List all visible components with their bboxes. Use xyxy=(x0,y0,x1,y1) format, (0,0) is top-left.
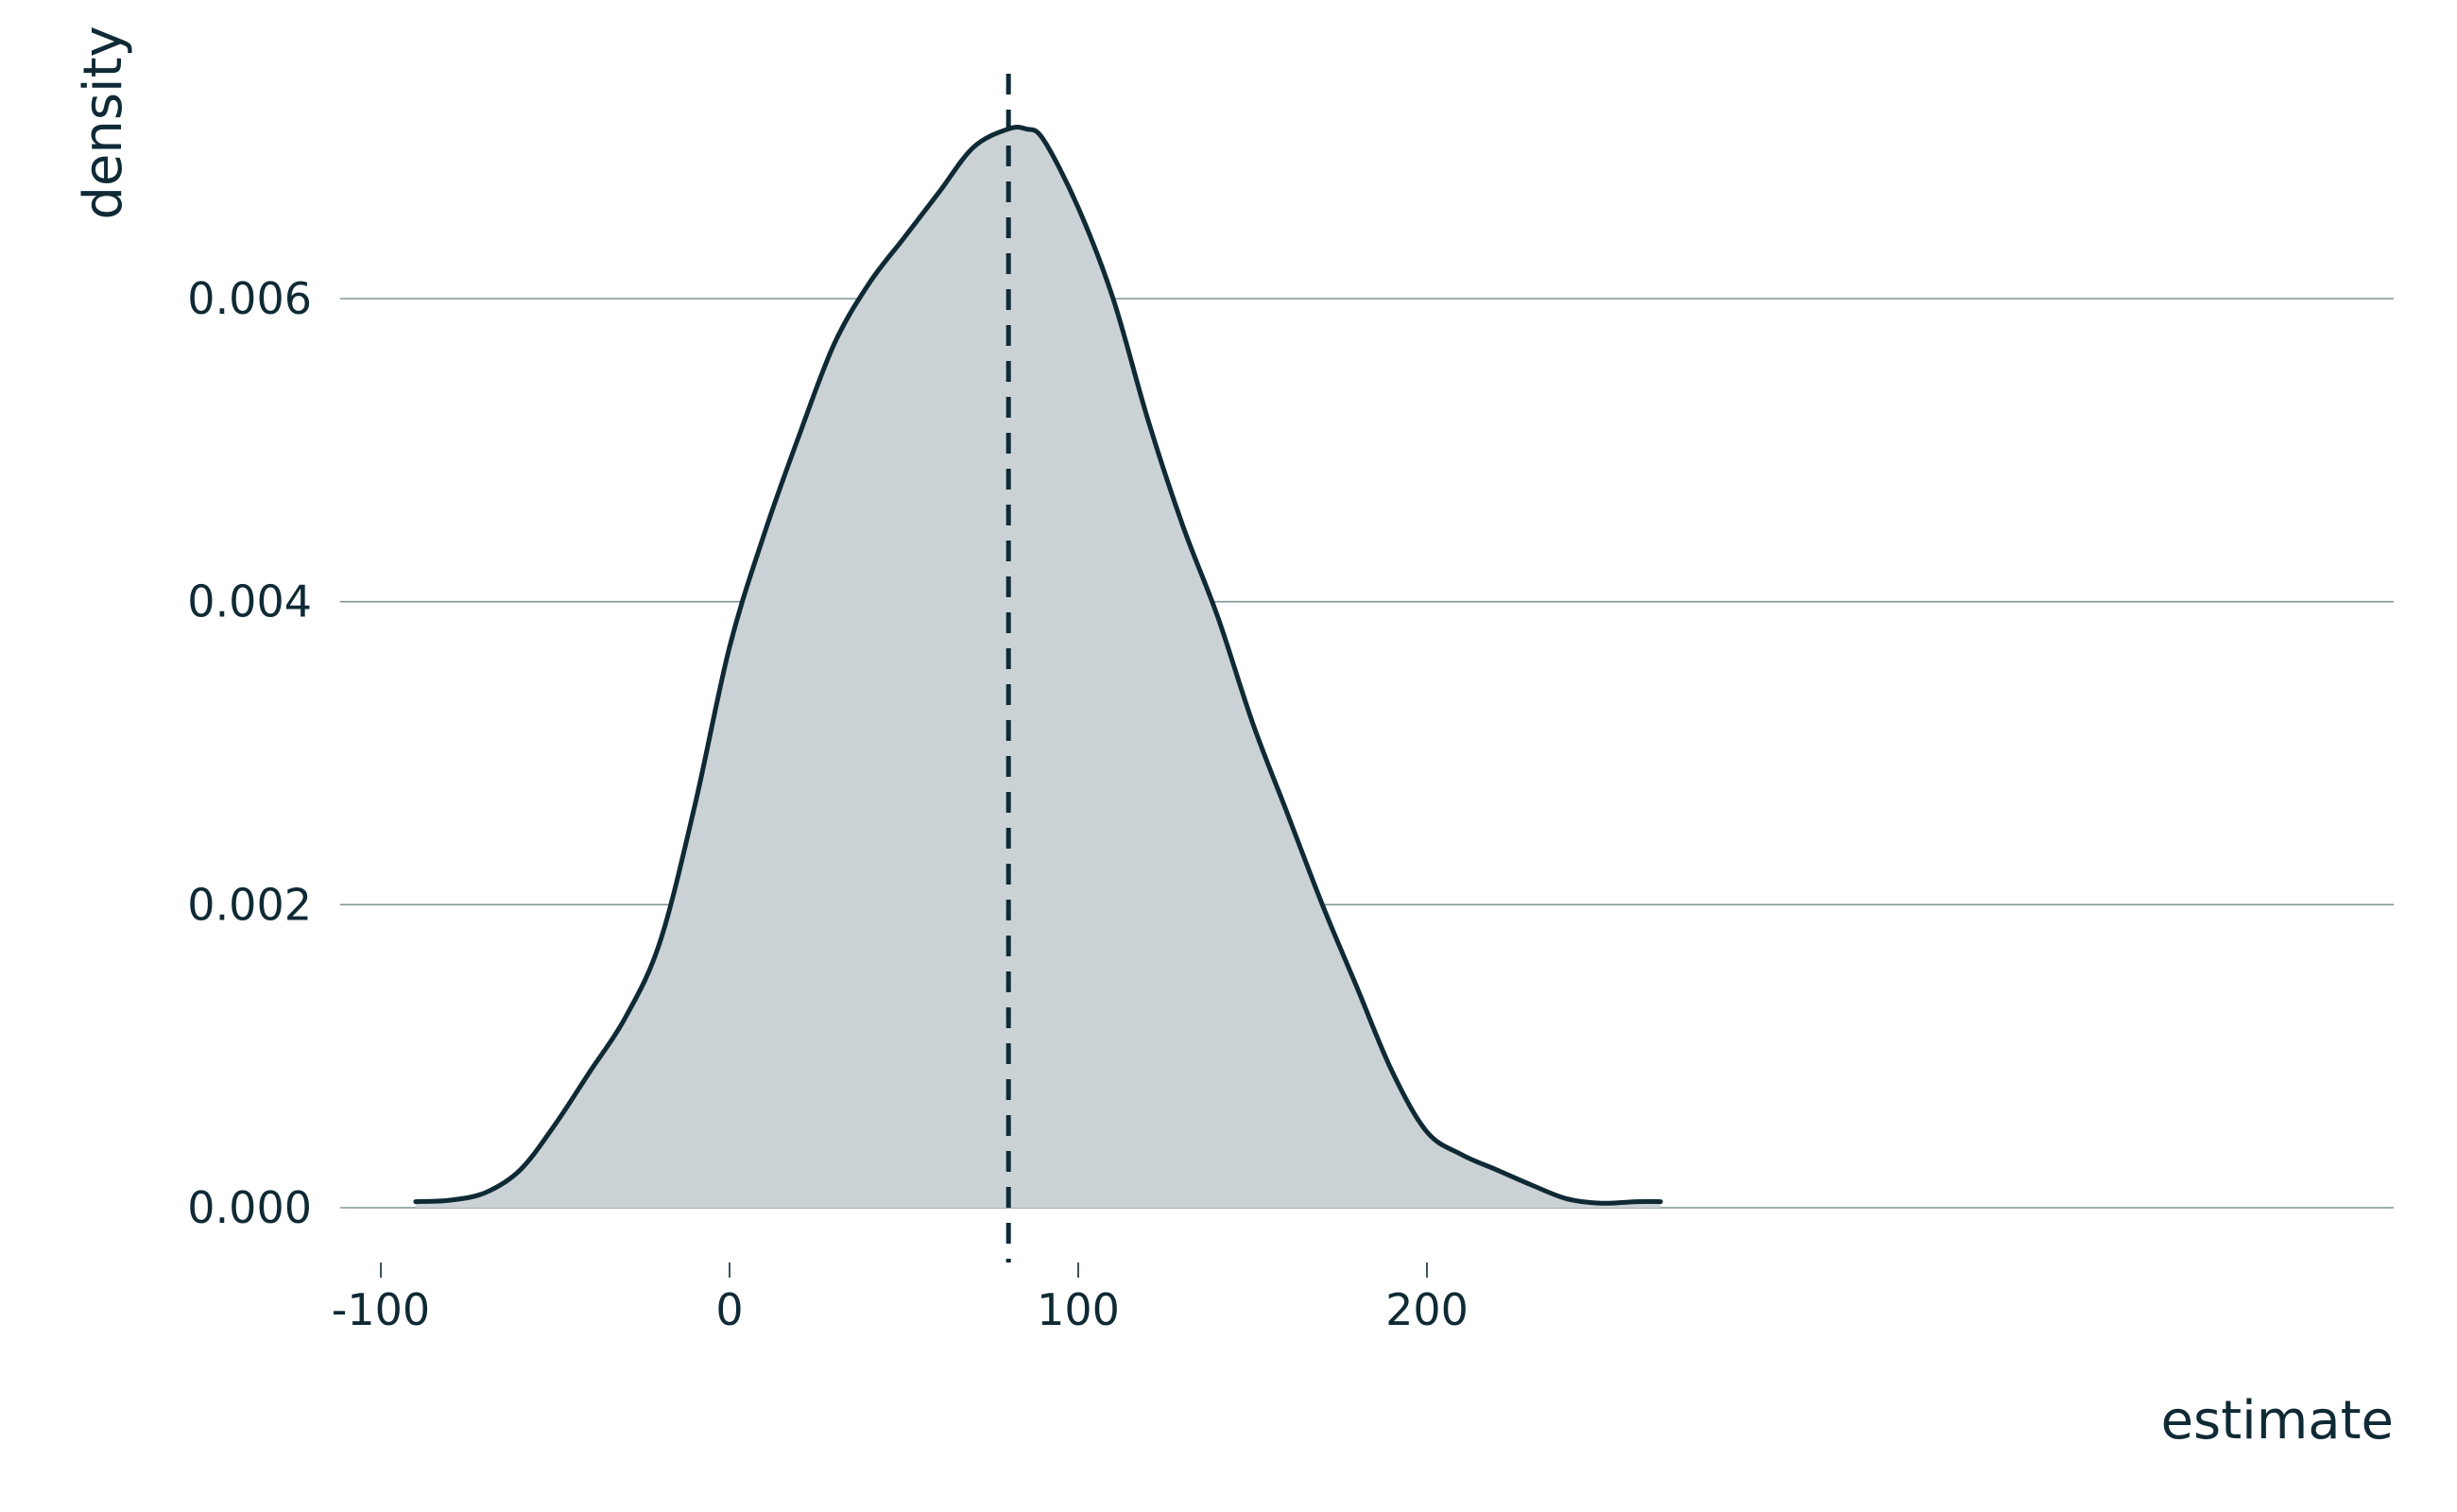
y-tick-label: 0.006 xyxy=(187,273,312,324)
y-tick-label: 0.002 xyxy=(187,879,312,930)
x-axis: -100 0 100 200 xyxy=(332,1263,1469,1335)
x-tick-label: 200 xyxy=(1385,1284,1469,1335)
x-axis-title: estimate xyxy=(2161,1390,2394,1452)
density-area-group xyxy=(413,125,1663,1208)
y-axis-title: density xyxy=(73,26,134,219)
x-tick-label: 0 xyxy=(715,1284,743,1335)
y-axis: 0.000 0.002 0.004 0.006 xyxy=(187,273,312,1233)
x-tick-label: -100 xyxy=(332,1284,430,1335)
y-tick-label: 0.004 xyxy=(187,576,312,627)
x-tick-label: 100 xyxy=(1037,1284,1120,1335)
y-tick-label: 0.000 xyxy=(187,1182,312,1233)
density-area xyxy=(415,127,1661,1208)
density-line xyxy=(413,125,1663,1206)
